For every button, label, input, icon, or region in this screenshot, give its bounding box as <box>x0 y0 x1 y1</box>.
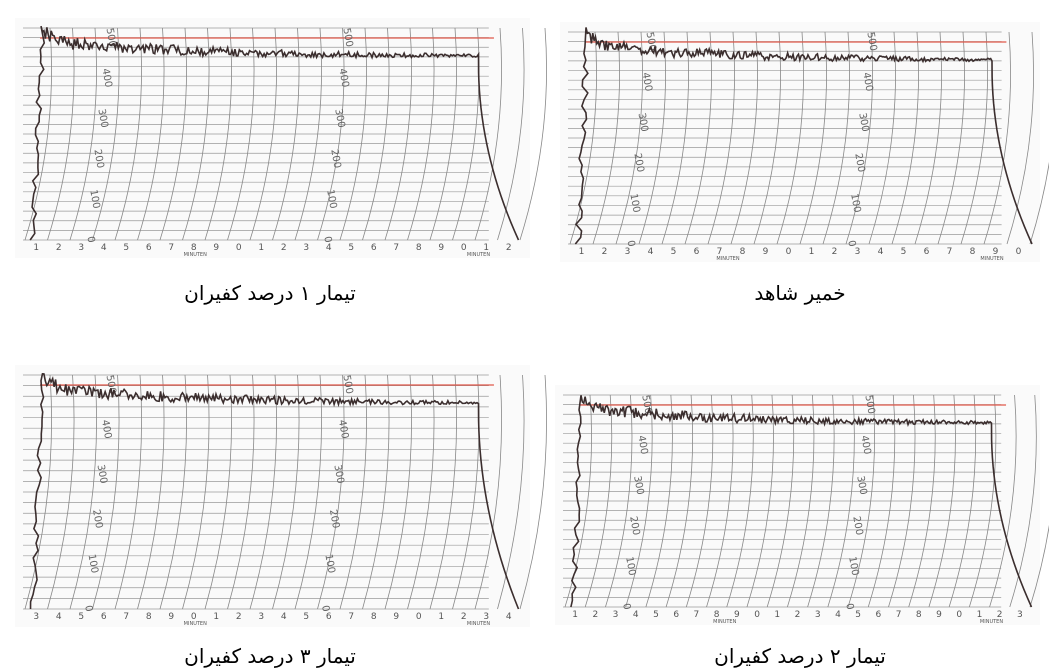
x-tick-label: 3 <box>78 243 84 253</box>
chart-panel: 12345678901234567890123MINUTENMINUTEN500… <box>555 385 1049 668</box>
x-tick-label: 3 <box>815 610 821 620</box>
x-tick-label: 5 <box>901 247 907 257</box>
x-tick-label: 3 <box>1017 610 1023 620</box>
x-tick-label: 2 <box>832 247 838 257</box>
x-unit-label: MINUTEN <box>184 252 207 258</box>
x-tick-label: 6 <box>146 243 152 253</box>
x-tick-label: 9 <box>936 610 942 620</box>
x-unit-label: MINUTEN <box>980 619 1003 625</box>
x-tick-label: 9 <box>393 612 399 622</box>
x-tick-label: 5 <box>123 243 129 253</box>
x-tick-label: 6 <box>876 610 882 620</box>
x-tick-label: 2 <box>461 612 467 622</box>
x-tick-label: 6 <box>371 243 377 253</box>
x-tick-label: 8 <box>916 610 922 620</box>
x-tick-label: 5 <box>78 612 84 622</box>
x-unit-label: MINUTEN <box>980 256 1003 262</box>
x-tick-label: 1 <box>579 247 585 257</box>
panel-caption: تیمار ۳ درصد کفیران <box>184 644 356 668</box>
x-tick-label: 0 <box>956 610 962 620</box>
x-tick-label: 9 <box>763 247 769 257</box>
panel-caption: تیمار ۲ درصد کفیران <box>714 644 886 668</box>
x-tick-label: 6 <box>101 612 107 622</box>
x-tick-label: 7 <box>348 612 354 622</box>
x-tick-label: 8 <box>740 247 746 257</box>
x-tick-label: 9 <box>438 243 444 253</box>
x-tick-label: 4 <box>101 243 107 253</box>
figure: 1234567890123456789012MINUTENMINUTEN5004… <box>0 0 1049 672</box>
x-tick-label: 1 <box>213 612 219 622</box>
x-tick-label: 2 <box>592 610 598 620</box>
x-tick-label: 0 <box>236 243 242 253</box>
chart-panel: 12345678901234567890MINUTENMINUTEN500400… <box>560 22 1049 305</box>
x-tick-label: 6 <box>326 612 332 622</box>
x-unit-label: MINUTEN <box>467 252 490 258</box>
x-tick-label: 2 <box>236 612 242 622</box>
x-tick-label: 3 <box>33 612 39 622</box>
x-tick-label: 7 <box>896 610 902 620</box>
x-tick-label: 2 <box>281 243 287 253</box>
x-tick-label: 3 <box>613 610 619 620</box>
x-tick-label: 3 <box>303 243 309 253</box>
chart-panel: 1234567890123456789012MINUTENMINUTEN5004… <box>15 18 547 305</box>
x-tick-label: 4 <box>281 612 287 622</box>
x-tick-label: 1 <box>33 243 39 253</box>
x-tick-label: 7 <box>694 610 700 620</box>
x-tick-label: 0 <box>1016 247 1022 257</box>
x-tick-label: 4 <box>878 247 884 257</box>
x-tick-label: 7 <box>168 243 174 253</box>
x-tick-label: 2 <box>602 247 608 257</box>
x-tick-label: 2 <box>506 243 512 253</box>
x-tick-label: 9 <box>168 612 174 622</box>
x-tick-label: 9 <box>213 243 219 253</box>
x-tick-label: 4 <box>835 610 841 620</box>
x-tick-label: 6 <box>694 247 700 257</box>
x-unit-label: MINUTEN <box>716 256 739 262</box>
x-tick-label: 1 <box>572 610 578 620</box>
x-unit-label: MINUTEN <box>713 619 736 625</box>
x-tick-label: 3 <box>258 612 264 622</box>
x-tick-label: 4 <box>633 610 639 620</box>
panel-caption: خمیر شاهد <box>754 281 845 305</box>
x-unit-label: MINUTEN <box>467 621 490 627</box>
x-tick-label: 0 <box>786 247 792 257</box>
x-tick-label: 0 <box>416 612 422 622</box>
x-tick-label: 4 <box>506 612 512 622</box>
x-tick-label: 5 <box>303 612 309 622</box>
x-tick-label: 4 <box>326 243 332 253</box>
x-tick-label: 8 <box>416 243 422 253</box>
x-tick-label: 8 <box>970 247 976 257</box>
x-tick-label: 1 <box>774 610 780 620</box>
x-unit-label: MINUTEN <box>184 621 207 627</box>
x-tick-label: 7 <box>947 247 953 257</box>
x-tick-label: 2 <box>795 610 801 620</box>
x-tick-label: 5 <box>671 247 677 257</box>
x-tick-label: 4 <box>648 247 654 257</box>
x-tick-label: 8 <box>371 612 377 622</box>
x-tick-label: 1 <box>438 612 444 622</box>
x-tick-label: 6 <box>673 610 679 620</box>
x-tick-label: 8 <box>146 612 152 622</box>
x-tick-label: 2 <box>56 243 62 253</box>
x-tick-label: 1 <box>809 247 815 257</box>
x-tick-label: 7 <box>123 612 129 622</box>
x-tick-label: 0 <box>754 610 760 620</box>
x-tick-label: 3 <box>625 247 631 257</box>
x-tick-label: 1 <box>258 243 264 253</box>
x-tick-label: 6 <box>924 247 930 257</box>
x-tick-label: 3 <box>855 247 861 257</box>
x-tick-label: 5 <box>653 610 659 620</box>
x-tick-label: 5 <box>348 243 354 253</box>
x-tick-label: 7 <box>393 243 399 253</box>
chart-panel: 3456789012345678901234MINUTENMINUTEN5004… <box>15 365 547 668</box>
panel-caption: تیمار ۱ درصد کفیران <box>184 281 356 305</box>
x-tick-label: 5 <box>855 610 861 620</box>
x-tick-label: 4 <box>56 612 62 622</box>
